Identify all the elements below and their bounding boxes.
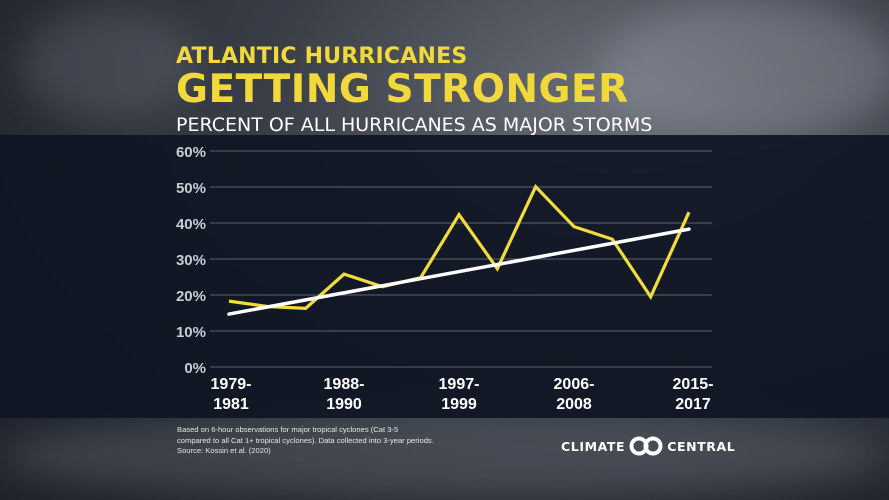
x-tick-label: 1981 xyxy=(213,396,249,413)
x-tick-label: 2008 xyxy=(556,396,592,413)
y-tick-label: 20% xyxy=(176,288,206,305)
logo-rings-icon xyxy=(629,436,663,456)
cloud-texture xyxy=(20,10,200,120)
subtitle: PERCENT OF ALL HURRICANES AS MAJOR STORM… xyxy=(176,114,653,136)
trend-line xyxy=(227,227,691,316)
kicker: ATLANTIC HURRICANES xyxy=(176,44,468,69)
series-line xyxy=(228,183,691,310)
x-tick-label: 2015- xyxy=(673,376,714,393)
footnote-line: compared to all Cat 1+ tropical cyclones… xyxy=(177,435,434,445)
header: ATLANTIC HURRICANES GETTING STRONGER PER… xyxy=(176,44,652,138)
y-tick-label: 60% xyxy=(176,144,206,161)
y-tick-label: 0% xyxy=(184,360,206,377)
logo-text-right: CENTRAL xyxy=(667,438,736,454)
x-tick-label: 1990 xyxy=(326,396,362,413)
cloud-texture xyxy=(0,410,889,500)
footnote: Based on 6-hour observations for major t… xyxy=(177,425,434,457)
chart-panel xyxy=(0,135,889,418)
x-tick-label: 1979- xyxy=(211,376,252,393)
page-title: GETTING STRONGER xyxy=(176,67,629,112)
y-tick-label: 50% xyxy=(176,180,206,197)
y-tick-label: 30% xyxy=(176,252,206,269)
x-tick-label: 1988- xyxy=(324,376,365,393)
x-tick-label: 1997- xyxy=(439,376,480,393)
x-tick-label: 1999 xyxy=(441,396,477,413)
climate-central-logo: CLIMATE CENTRAL xyxy=(561,436,735,456)
cloud-texture xyxy=(600,0,889,140)
x-tick-label: 2017 xyxy=(675,396,711,413)
y-tick-label: 40% xyxy=(176,216,206,233)
footnote-source: Source: Kossin et al. (2020) xyxy=(177,446,271,455)
footnote-line: Based on 6-hour observations for major t… xyxy=(177,425,399,434)
y-tick-label: 10% xyxy=(176,324,206,341)
x-tick-label: 2006- xyxy=(554,376,595,393)
logo-text-left: CLIMATE xyxy=(561,438,626,454)
